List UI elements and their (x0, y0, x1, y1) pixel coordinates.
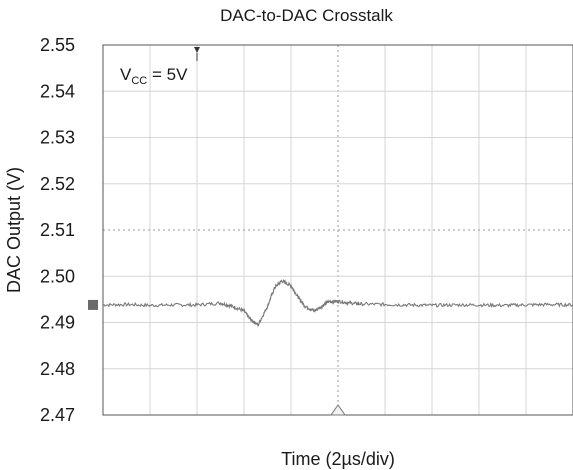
y-tick-label: 2.48 (40, 359, 75, 379)
time-reference-marker (330, 404, 346, 416)
scope-markers (88, 47, 346, 416)
channel-marker (88, 299, 98, 310)
series-line (102, 278, 573, 328)
series-layer (102, 278, 573, 328)
vcc-annotation: VCC = 5V (120, 65, 188, 87)
y-tick-label: 2.54 (40, 81, 75, 101)
y-tick-label: 2.47 (40, 405, 75, 425)
chart-title: DAC-to-DAC Crosstalk (220, 6, 393, 25)
grid (103, 45, 573, 415)
y-axis: 2.55 2.54 2.53 2.52 2.51 2.50 2.49 2.48 2.47 (40, 35, 75, 425)
y-tick-label: 2.50 (40, 266, 75, 286)
y-axis-title: DAC Output (V) (4, 167, 24, 293)
y-tick-label: 2.49 (40, 313, 75, 333)
y-tick-label: 2.53 (40, 128, 75, 148)
x-axis-title: Time (2µs/div) (281, 449, 395, 469)
y-tick-label: 2.55 (40, 35, 75, 55)
y-tick-label: 2.51 (40, 220, 75, 240)
trigger-marker (194, 47, 200, 53)
y-tick-label: 2.52 (40, 174, 75, 194)
